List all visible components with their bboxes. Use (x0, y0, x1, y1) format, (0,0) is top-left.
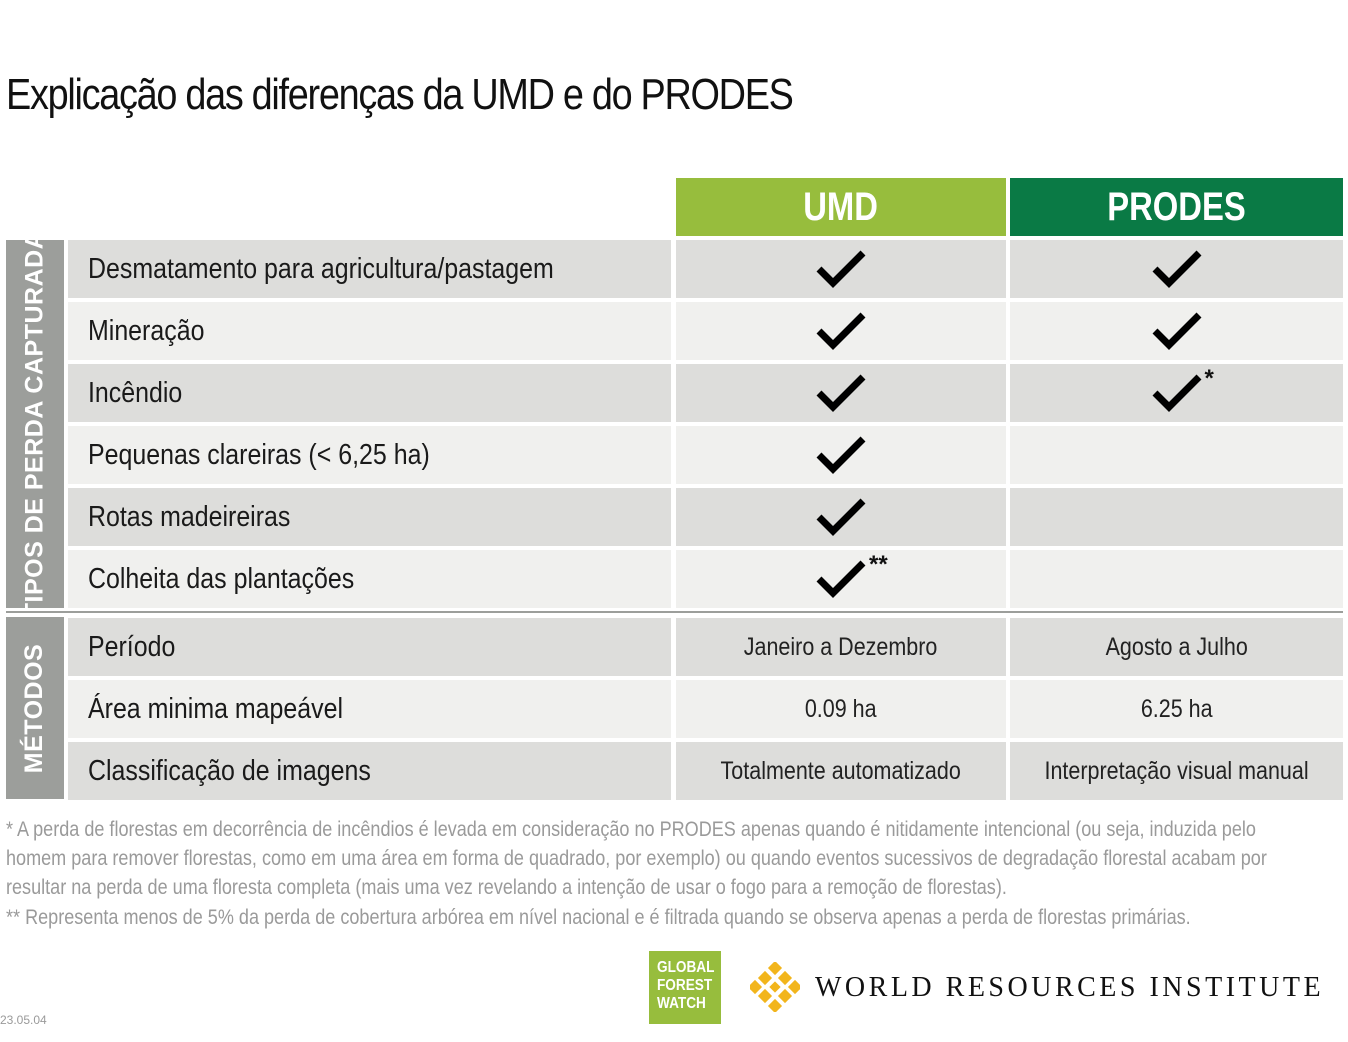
prodes-cell (1010, 550, 1343, 608)
prodes-cell (1010, 426, 1343, 484)
prodes-cell (1010, 302, 1343, 360)
prodes-value: Agosto a Julho (1010, 618, 1343, 676)
check-icon (815, 435, 867, 475)
umd-value: Totalmente automatizado (676, 742, 1006, 800)
section-divider (6, 611, 1343, 613)
wri-logo-icon (750, 962, 800, 1012)
column-header-umd: UMD (676, 178, 1006, 236)
row-label: Colheita das plantações (68, 550, 671, 608)
umd-cell: ** (676, 550, 1006, 608)
date-stamp: 23.05.04 (0, 1013, 47, 1027)
umd-cell (676, 364, 1006, 422)
prodes-cell (1010, 488, 1343, 546)
umd-value: 0.09 ha (676, 680, 1006, 738)
wri-logo-text: WORLD RESOURCES INSTITUTE (815, 972, 1325, 1003)
prodes-value: 6.25 ha (1010, 680, 1343, 738)
row-label: Desmatamento para agricultura/pastagem (68, 240, 671, 298)
section-label-metodos: MÉTODOS (6, 617, 64, 799)
umd-cell (676, 240, 1006, 298)
check-icon: ** (815, 551, 888, 599)
row-label: Período (68, 618, 671, 676)
check-icon (815, 249, 867, 289)
footnote-mark: * (1204, 365, 1214, 392)
row-label: Classificação de imagens (68, 742, 671, 800)
gfw-logo: GLOBAL FOREST WATCH (649, 951, 721, 1024)
check-icon (1151, 249, 1203, 289)
row-label: Incêndio (68, 364, 671, 422)
check-icon (815, 373, 867, 413)
footnote-line-4: ** Representa menos de 5% da perda de co… (6, 906, 1191, 929)
footnote-line-1: * A perda de florestas em decorrência de… (6, 818, 1256, 841)
umd-cell (676, 488, 1006, 546)
prodes-cell (1010, 240, 1343, 298)
row-label: Área minima mapeável (68, 680, 671, 738)
section-label-tipos: TIPOS DE PERDA CAPTURADA (6, 230, 64, 618)
umd-cell (676, 302, 1006, 360)
check-icon (815, 497, 867, 537)
prodes-value: Interpretação visual manual (1010, 742, 1343, 800)
umd-value: Janeiro a Dezembro (676, 618, 1006, 676)
umd-cell (676, 426, 1006, 484)
check-icon (1151, 311, 1203, 351)
footnote-line-2: homem para remover florestas, como em um… (6, 847, 1267, 870)
footnote-line-3: resultar na perda de uma floresta comple… (6, 876, 1007, 899)
column-header-prodes: PRODES (1010, 178, 1343, 236)
check-icon: * (1151, 365, 1214, 413)
prodes-cell: * (1010, 364, 1343, 422)
row-label: Rotas madeireiras (68, 488, 671, 546)
row-label: Mineração (68, 302, 671, 360)
page-title: Explicação das diferenças da UMD e do PR… (6, 70, 794, 119)
check-icon (815, 311, 867, 351)
footnote-mark: ** (869, 551, 888, 578)
row-label: Pequenas clareiras (< 6,25 ha) (68, 426, 671, 484)
